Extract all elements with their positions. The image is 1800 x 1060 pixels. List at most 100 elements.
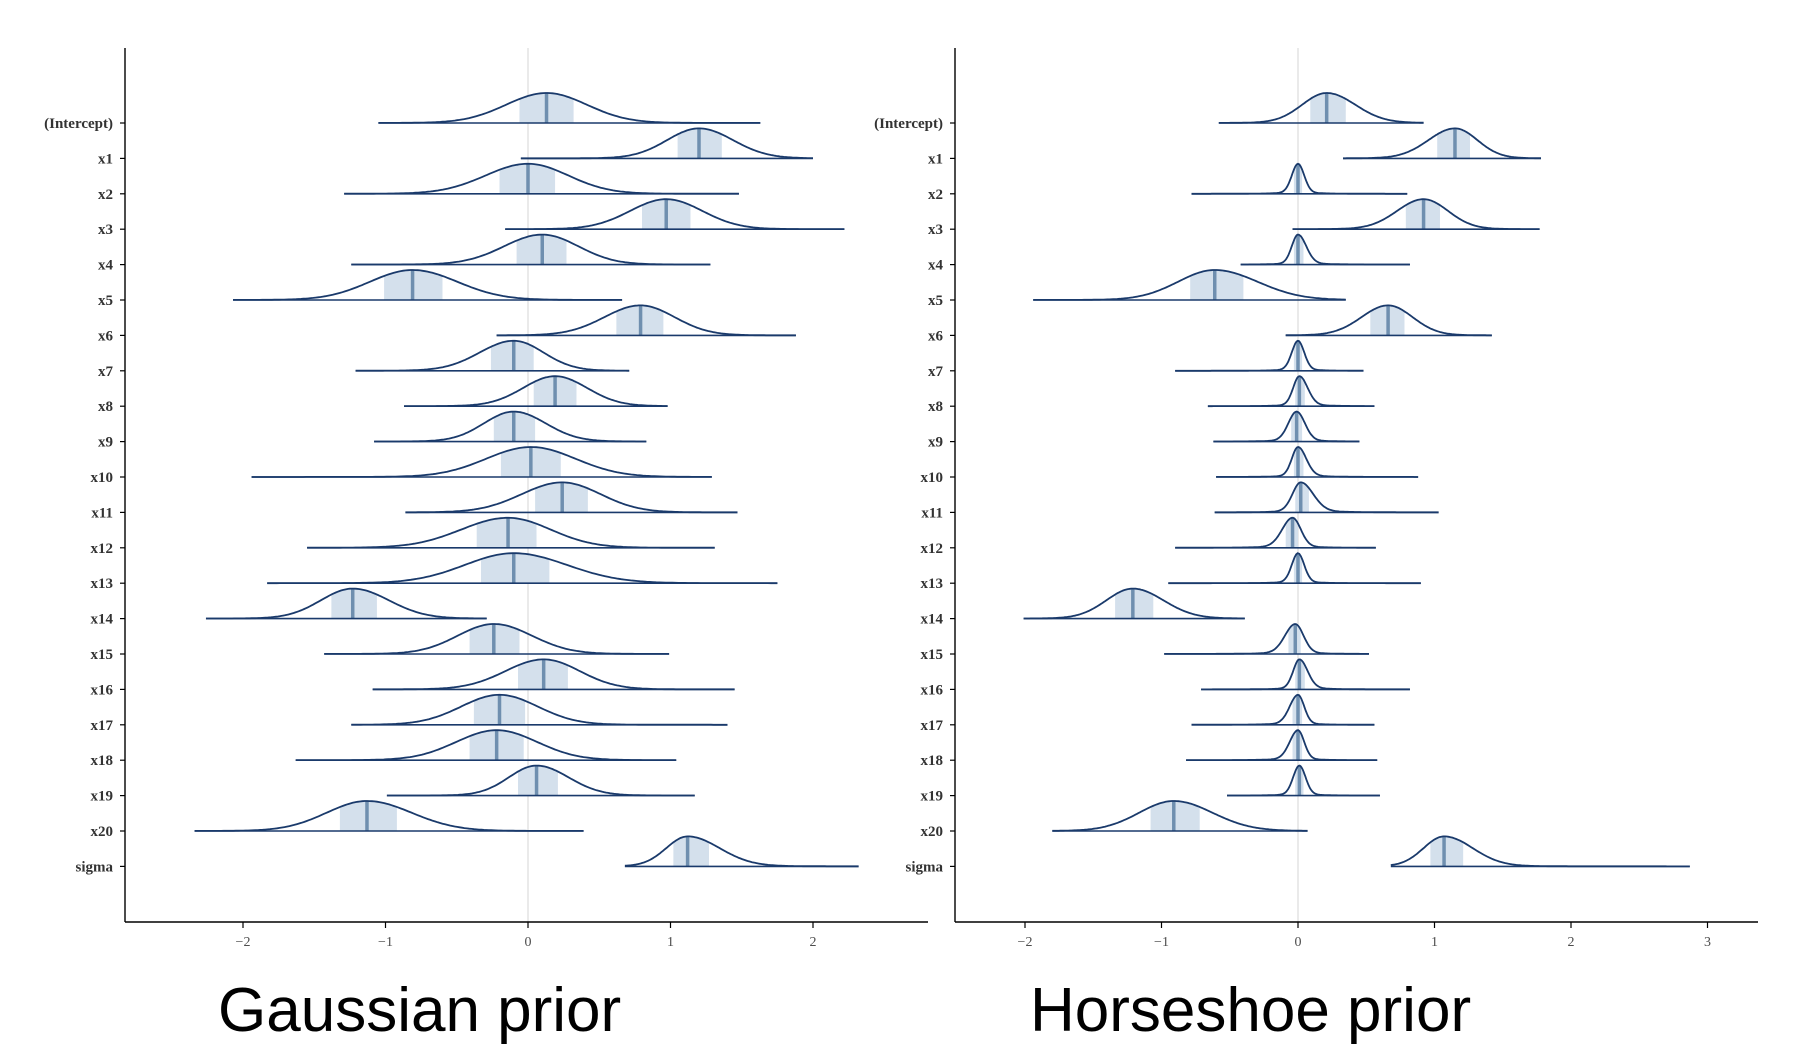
ridge-x3: x3: [928, 198, 1540, 238]
interval-shade: [673, 836, 709, 867]
ridge-x3: x3: [98, 198, 845, 238]
y-tick-label: x15: [91, 647, 114, 663]
y-tick-label: x2: [928, 187, 943, 203]
ridge-x5: x5: [98, 269, 623, 309]
y-tick-label: x9: [98, 435, 113, 451]
ridge-sigma: sigma: [906, 835, 1690, 875]
x-tick-label: 1: [667, 935, 674, 950]
horseshoe-prior-caption: Horseshoe prior: [1030, 976, 1472, 1045]
y-tick-label: x16: [921, 682, 944, 698]
ridge-x14: x14: [921, 587, 1245, 628]
ridge-intercept: (Intercept): [874, 92, 1424, 132]
density-curve: [1214, 481, 1439, 514]
density-curve: [1164, 623, 1369, 655]
density-curve: [351, 233, 711, 266]
interval-shade: [1430, 836, 1464, 867]
density-curve: [378, 92, 761, 124]
x-tick-label: 1: [1431, 935, 1438, 950]
density-curve: [1292, 198, 1540, 230]
density-curve: [1033, 269, 1346, 301]
density-curve: [1186, 729, 1378, 761]
y-tick-label: x1: [928, 151, 943, 167]
ridge-x7: x7: [928, 339, 1364, 380]
density-curve: [1052, 800, 1308, 832]
y-tick-label: x8: [98, 399, 113, 415]
density-curve: [520, 127, 813, 160]
ridge-x16: x16: [921, 658, 1410, 698]
y-tick-label: x17: [91, 718, 114, 734]
ridge-x13: x13: [921, 552, 1421, 592]
ridge-x18: x18: [91, 729, 677, 769]
ridge-x4: x4: [98, 233, 711, 274]
y-tick-label: x12: [91, 541, 114, 557]
y-tick-label: x8: [928, 399, 943, 415]
ridge-x11: x11: [91, 481, 738, 521]
density-curve: [1201, 658, 1410, 691]
ridge-x16: x16: [91, 658, 735, 698]
y-tick-label: (Intercept): [874, 116, 943, 132]
ridge-x1: x1: [928, 127, 1541, 167]
gaussian-prior-caption: Gaussian prior: [218, 976, 622, 1045]
density-curve: [267, 552, 778, 585]
y-tick-label: x12: [921, 541, 944, 557]
density-curve: [1191, 693, 1375, 726]
y-tick-label: x20: [91, 824, 114, 840]
density-curve: [355, 339, 630, 372]
x-tick-label: −1: [378, 935, 393, 950]
horseshoe-prior-panel: −2 −1 0 1 2 3 (Intercept) x1 x2 x3 x4 x5 x6 x7 x8 x9 x10…: [874, 48, 1758, 950]
density-curve: [1213, 410, 1360, 443]
density-curve: [505, 198, 845, 230]
ridge-x4: x4: [928, 233, 1410, 274]
y-tick-label: x4: [928, 258, 944, 274]
ridge-x12: x12: [91, 516, 715, 557]
density-curve: [496, 304, 796, 337]
interval-shade: [1190, 270, 1244, 300]
density-curve: [251, 446, 712, 478]
y-tick-label: x18: [91, 753, 114, 769]
y-tick-label: sigma: [906, 859, 944, 875]
x-tick-label: 0: [1295, 935, 1302, 950]
ridge-x20: x20: [91, 800, 584, 840]
x-tick-label: 0: [525, 935, 532, 950]
y-tick-label: x18: [921, 753, 944, 769]
y-tick-label: x15: [921, 647, 944, 663]
density-curve: [1285, 304, 1492, 337]
ridge-x12: x12: [921, 516, 1376, 557]
ridge-x20: x20: [921, 800, 1308, 840]
density-curve: [1227, 764, 1380, 797]
y-tick-label: x6: [98, 328, 114, 344]
ridge-x15: x15: [91, 623, 670, 663]
density-curve: [1175, 339, 1364, 372]
y-tick-label: x13: [91, 576, 114, 592]
y-tick-label: x10: [921, 470, 944, 486]
density-curve: [374, 410, 647, 443]
density-curve: [324, 623, 670, 655]
ridge-x9: x9: [98, 410, 647, 451]
gaussian-prior-panel: −2 −1 0 1 2 (Intercept) x1 x2 x3 x4 x5 x6 x7 x8 x9 x10 x…: [44, 48, 928, 950]
ridge-x14: x14: [91, 587, 487, 628]
x-tick-label: 2: [810, 935, 817, 950]
ridge-sigma: sigma: [76, 835, 859, 875]
density-curve: [295, 729, 677, 761]
ridge-x9: x9: [928, 410, 1360, 451]
y-tick-label: x11: [91, 505, 113, 521]
ridge-x18: x18: [921, 729, 1378, 769]
y-tick-label: x6: [928, 328, 944, 344]
y-tick-label: x4: [98, 258, 114, 274]
density-curve: [1390, 835, 1690, 868]
density-curve: [1343, 127, 1541, 160]
density-curve: [1218, 92, 1424, 124]
ridge-x5: x5: [928, 269, 1346, 309]
y-tick-label: x14: [921, 612, 944, 628]
density-curve: [624, 835, 859, 868]
ridge-x19: x19: [921, 764, 1380, 805]
ridge-intercept: (Intercept): [44, 92, 761, 132]
density-curve: [1175, 516, 1376, 549]
density-curve: [1023, 587, 1245, 620]
y-tick-label: x19: [921, 789, 944, 805]
density-curve: [233, 269, 623, 301]
x-tick-label: 2: [1568, 935, 1575, 950]
y-tick-label: x17: [921, 718, 944, 734]
y-tick-label: x10: [91, 470, 114, 486]
